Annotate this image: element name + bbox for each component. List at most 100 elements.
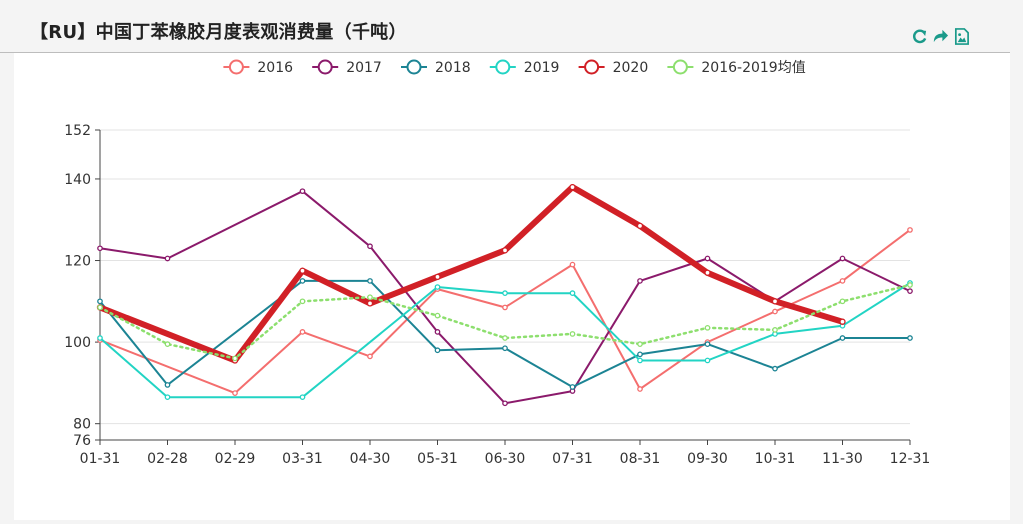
data-point[interactable] [704,357,711,364]
data-point[interactable] [907,335,913,341]
x-tick-label: 05-31 [417,451,458,467]
data-point[interactable] [434,329,441,335]
x-tick-label: 12-31 [890,451,931,467]
y-tick-label: 76 [73,433,91,449]
data-point[interactable] [164,394,171,401]
save-image-icon[interactable] [953,28,970,45]
data-point[interactable] [502,400,508,407]
data-point[interactable] [636,222,644,230]
data-point[interactable] [434,312,441,319]
data-point[interactable] [569,290,576,297]
data-point[interactable] [704,269,711,276]
legend-label: 2017 [346,60,382,76]
y-tick-label: 140 [64,172,91,188]
data-point[interactable] [366,300,374,307]
data-point[interactable] [704,341,711,347]
data-point[interactable] [164,341,171,347]
data-point[interactable] [907,227,913,233]
data-point[interactable] [907,288,913,294]
series-2017 [97,188,913,407]
data-point[interactable] [772,327,778,333]
y-tick-label: 120 [64,254,91,270]
legend-item-2018[interactable]: 2018 [401,59,471,76]
data-point[interactable] [839,278,846,284]
data-point[interactable] [502,304,508,311]
data-point[interactable] [299,394,306,401]
chart-area: 2016 2017 2018 2019 2020 2016-2019均值 76 80 100 1… [14,53,1010,520]
legend-marker [317,59,333,75]
legend-marker [584,59,600,75]
data-point[interactable] [907,282,913,288]
data-point[interactable] [434,284,441,290]
data-point[interactable] [367,278,373,284]
legend-label: 2020 [613,60,649,76]
series-group [96,183,913,407]
legend-label: 2019 [524,60,560,76]
series-2016-2019均值 [97,282,913,362]
data-point[interactable] [299,329,306,335]
data-point[interactable] [299,278,306,284]
data-point[interactable] [299,188,306,195]
data-point[interactable] [164,255,171,262]
x-tick-label: 04-30 [350,451,391,467]
data-point[interactable] [97,304,103,311]
refresh-icon[interactable] [911,28,928,45]
x-tick-label: 11-30 [822,451,863,467]
data-point[interactable] [839,298,846,305]
data-point[interactable] [704,255,711,262]
x-tick-label: 03-31 [282,451,323,467]
x-tick-label: 02-29 [215,451,256,467]
data-point[interactable] [299,267,306,274]
data-point[interactable] [502,345,508,352]
data-point[interactable] [569,331,576,337]
data-point[interactable] [704,324,711,331]
data-point[interactable] [97,335,103,341]
data-point[interactable] [232,390,238,396]
legend-item-2019[interactable]: 2019 [489,59,560,76]
data-point[interactable] [771,298,779,305]
data-point[interactable] [164,382,171,388]
data-point[interactable] [569,384,576,390]
panel-header: 【RU】中国丁苯橡胶月度表观消费量（千吨） [0,0,1010,53]
data-point[interactable] [367,243,373,250]
data-point[interactable] [637,351,643,358]
data-point[interactable] [97,245,103,252]
data-point[interactable] [367,294,373,301]
legend-item-2020[interactable]: 2020 [578,59,649,76]
data-point[interactable] [839,335,846,341]
data-point[interactable] [569,183,576,191]
data-point[interactable] [502,290,508,297]
data-point[interactable] [569,261,576,268]
data-point[interactable] [772,308,778,315]
data-point[interactable] [637,357,643,364]
series-2019 [97,280,913,401]
data-point[interactable] [367,353,373,360]
legend-marker [228,59,244,75]
data-point[interactable] [501,247,509,254]
data-point[interactable] [97,298,103,305]
data-point[interactable] [299,298,306,305]
data-point[interactable] [502,335,508,341]
legend-label: 2018 [435,60,471,76]
data-point[interactable] [839,255,846,262]
share-icon[interactable] [932,28,949,45]
data-point[interactable] [637,386,643,392]
data-point[interactable] [232,355,238,362]
legend-item-2016[interactable]: 2016 [223,59,293,76]
legend-item-2017[interactable]: 2017 [312,59,382,76]
legend-item-2016-2019均值[interactable]: 2016-2019均值 [667,59,806,76]
data-point[interactable] [434,273,441,280]
data-point[interactable] [637,278,643,284]
data-point[interactable] [434,347,441,354]
toolbar [911,28,970,45]
data-point[interactable] [772,365,778,372]
data-point[interactable] [637,341,643,347]
x-tick-label: 01-31 [80,451,121,467]
data-point[interactable] [839,318,846,325]
legend-label: 2016 [257,60,293,76]
series-line [99,228,911,395]
series-line [99,190,911,405]
y-tick-label: 80 [73,417,91,433]
x-tick-label: 06-30 [485,451,526,467]
